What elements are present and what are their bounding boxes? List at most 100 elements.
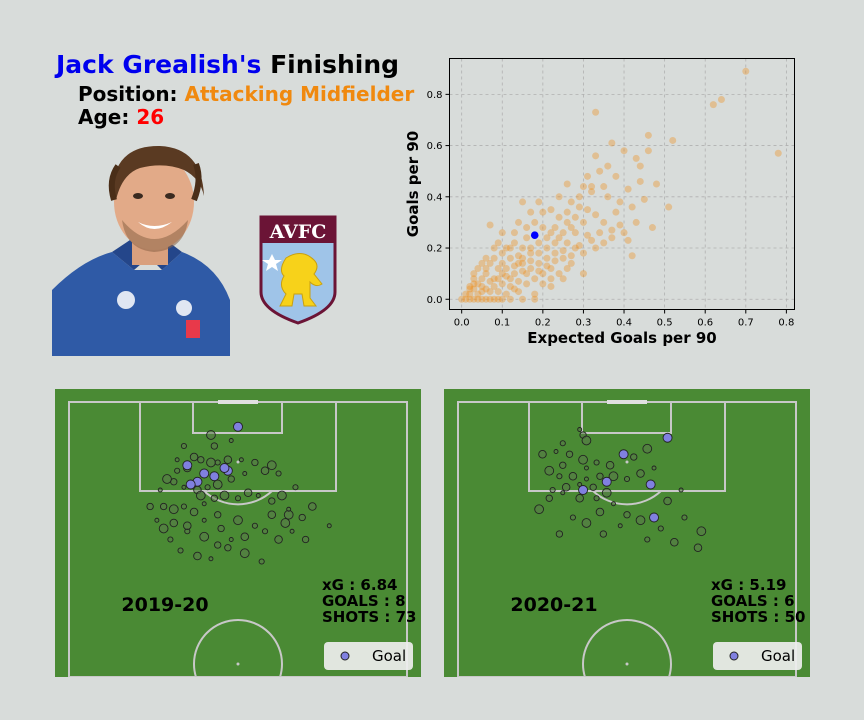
player-point (547, 265, 555, 273)
shot-marker (180, 503, 187, 510)
x-axis-label: Expected Goals per 90 (527, 329, 716, 347)
shot-marker (168, 504, 179, 515)
shot-marker (608, 471, 619, 482)
player-point (490, 244, 498, 252)
player-point (559, 229, 567, 237)
player-point (519, 244, 527, 252)
title-suffix: Finishing (261, 50, 400, 79)
shot-marker (538, 450, 547, 459)
shot-marker (545, 494, 553, 502)
player-point (506, 282, 514, 290)
player-point (494, 265, 502, 273)
goal-marker (233, 421, 243, 432)
shot-marker (197, 456, 205, 464)
player-point (653, 180, 660, 188)
player-point (665, 203, 673, 211)
player-point (567, 224, 575, 232)
player-point (510, 285, 518, 293)
shot-marker (289, 528, 295, 534)
player-point (527, 208, 535, 216)
age-value: 26 (136, 105, 165, 129)
player-point (478, 259, 486, 267)
player-point (592, 108, 600, 116)
shot-marker (678, 487, 684, 493)
player-point (486, 295, 494, 303)
shot-marker (206, 457, 216, 468)
player-point (575, 203, 583, 211)
shot-marker (214, 459, 221, 466)
shot-marker (154, 517, 160, 523)
player-point (502, 244, 510, 252)
player-point (490, 282, 498, 290)
shot-markers (534, 427, 707, 552)
shot-marker (681, 514, 688, 521)
player-point (523, 280, 531, 288)
x-tick-label: 0.3 (575, 318, 591, 329)
player-point (628, 203, 636, 211)
player-point (567, 198, 575, 206)
shot-marker (167, 536, 174, 543)
shot-map-2020-21: 2020-21 xG : 5.19 GOALS : 6 SHOTS : 50 G… (444, 389, 810, 677)
shot-marker (657, 525, 664, 532)
player-point (636, 177, 644, 185)
player-point (774, 149, 782, 157)
player-point (498, 259, 506, 267)
shot-marker (204, 484, 211, 491)
shot-marker (596, 472, 604, 480)
shot-marker (260, 466, 270, 475)
player-point (616, 198, 624, 206)
player-point (531, 275, 539, 283)
club-crest: AVFC (259, 215, 337, 325)
player-point (527, 244, 535, 252)
shot-marker (240, 532, 250, 541)
player-point (551, 257, 559, 265)
player-point (535, 239, 543, 247)
player-point (539, 208, 547, 216)
shot-marker (219, 490, 230, 501)
shot-marker (555, 530, 564, 538)
player-point (482, 285, 490, 293)
shot-marker (636, 469, 645, 478)
shot-marker (578, 454, 588, 465)
age-line: Age: 26 (78, 105, 164, 129)
player-point (510, 239, 518, 247)
player-point (551, 224, 559, 232)
shot-marker (617, 523, 623, 529)
y-tick-label: 0.8 (427, 90, 443, 101)
shot-marker (274, 535, 283, 544)
player-point (608, 234, 616, 242)
player-point (470, 275, 478, 283)
player-point (559, 247, 567, 255)
shot-marker (195, 490, 206, 501)
shot-marker (239, 548, 250, 559)
player-point (494, 275, 502, 283)
shot-marker (180, 442, 187, 450)
shot-marker (556, 473, 563, 480)
goals-stat: GOALS : 6 (711, 592, 795, 610)
player-point (584, 206, 591, 214)
player-photo (52, 140, 232, 356)
player-point (478, 295, 486, 303)
goal-marker (578, 485, 589, 495)
shot-marker (696, 526, 707, 537)
shot-marker (644, 536, 651, 543)
player-point (563, 218, 571, 226)
shot-marker (214, 511, 222, 519)
player-point (515, 252, 522, 260)
player-point (547, 206, 555, 214)
y-tick-label: 0.4 (427, 192, 443, 203)
y-tick-label: 0.6 (427, 141, 443, 152)
player-point (600, 218, 608, 226)
player-point (543, 244, 551, 252)
player-point (515, 277, 522, 285)
player-point (567, 252, 575, 260)
scatter-points (458, 67, 782, 303)
player-point (498, 229, 506, 237)
scatter-ticks: 0.0 0.1 0.2 0.3 0.4 0.5 0.6 0.7 0.8 0.0 0.2 0.4 0.6 0… (427, 90, 795, 329)
player-point (620, 147, 628, 155)
legend: Goal (324, 642, 413, 670)
shot-marker (623, 475, 631, 483)
shot-marker (611, 501, 616, 507)
player-point (470, 280, 478, 288)
xg-stat: xG : 5.19 (711, 576, 786, 594)
